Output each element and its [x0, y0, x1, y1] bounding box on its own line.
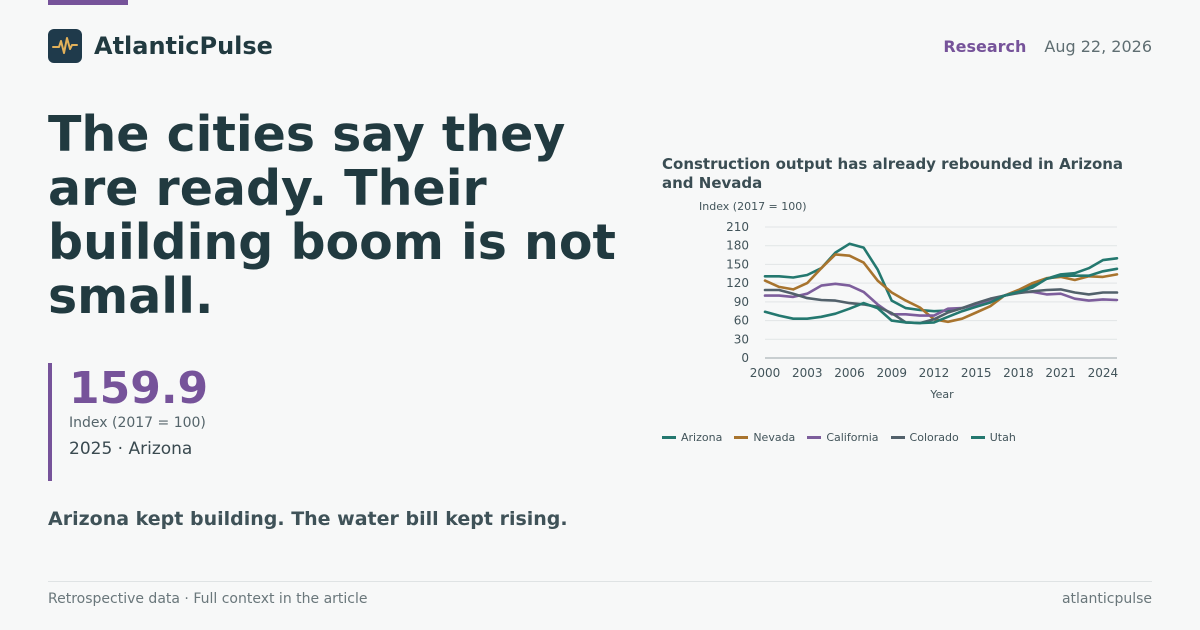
footer-note: Retrospective data · Full context in the… [48, 591, 368, 607]
series-line-california [763, 282, 1119, 317]
legend-swatch [734, 436, 749, 439]
deck: Arizona kept building. The water bill ke… [48, 508, 568, 530]
x-tick-label: 2000 [750, 366, 781, 380]
header: AtlanticPulse Research Aug 22, 2026 [48, 29, 1152, 63]
x-tick-label: 2024 [1088, 366, 1119, 380]
legend-label: Utah [989, 431, 1016, 444]
y-tick-label: 0 [741, 351, 749, 365]
legend-swatch [890, 436, 905, 439]
x-tick-label: 2012 [919, 366, 950, 380]
x-tick-label: 2003 [792, 366, 823, 380]
stat-context: 2025 · Arizona [69, 439, 193, 459]
series-line-utah [763, 267, 1119, 325]
header-meta: Research Aug 22, 2026 [943, 37, 1152, 56]
key-stat: 159.9 Index (2017 = 100) 2025 · Arizona [48, 363, 348, 481]
accent-bar [48, 0, 128, 5]
x-tick-label: 2006 [834, 366, 865, 380]
legend-swatch [807, 436, 822, 439]
section-link[interactable]: Research [943, 36, 1027, 56]
legend-item-utah: Utah [970, 431, 1016, 444]
x-tick-label: 2009 [876, 366, 907, 380]
brand[interactable]: AtlanticPulse [48, 29, 273, 63]
legend-swatch [970, 436, 985, 439]
x-tick-label: 2021 [1045, 366, 1076, 380]
x-tick-label: 2015 [961, 366, 992, 380]
y-tick-label: 150 [726, 257, 749, 271]
series-line-colorado [763, 288, 1119, 325]
legend-item-california: California [807, 431, 879, 444]
y-tick-label: 210 [726, 220, 749, 234]
y-tick-label: 90 [734, 295, 749, 309]
y-axis-label: Index (2017 = 100) [699, 200, 807, 213]
y-tick-label: 180 [726, 239, 749, 253]
legend-item-nevada: Nevada [734, 431, 795, 444]
brand-name: AtlanticPulse [94, 32, 273, 60]
pulse-icon [48, 29, 82, 63]
footer-divider [48, 581, 1152, 582]
headline: The cities say they are ready. Their bui… [48, 106, 616, 325]
legend-label: Arizona [681, 431, 723, 444]
footer-brand[interactable]: atlanticpulse [1061, 591, 1152, 607]
line-chart: Index (2017 = 100) 0 30 60 90 120 150 180 210 200… [699, 200, 1119, 401]
y-tick-label: 30 [734, 332, 749, 346]
legend-item-colorado: Colorado [890, 431, 959, 444]
legend-swatch [662, 436, 676, 439]
y-tick-label: 60 [734, 314, 749, 328]
stat-unit: Index (2017 = 100) [69, 415, 206, 431]
x-axis-label: Year [929, 388, 954, 401]
legend-label: Colorado [909, 431, 959, 444]
x-tick-label: 2018 [1003, 366, 1034, 380]
y-tick-label: 120 [726, 276, 749, 290]
legend-label: Nevada [753, 431, 796, 444]
legend-item-arizona: Arizona [662, 431, 722, 444]
stat-value: 159.9 [69, 363, 209, 414]
chart-title: Construction output has already rebounde… [662, 155, 1124, 192]
chart-legend: Arizona Nevada California Colorado Utah [662, 431, 1028, 444]
legend-label: California [826, 431, 879, 444]
publish-date: Aug 22, 2026 [1044, 36, 1152, 56]
